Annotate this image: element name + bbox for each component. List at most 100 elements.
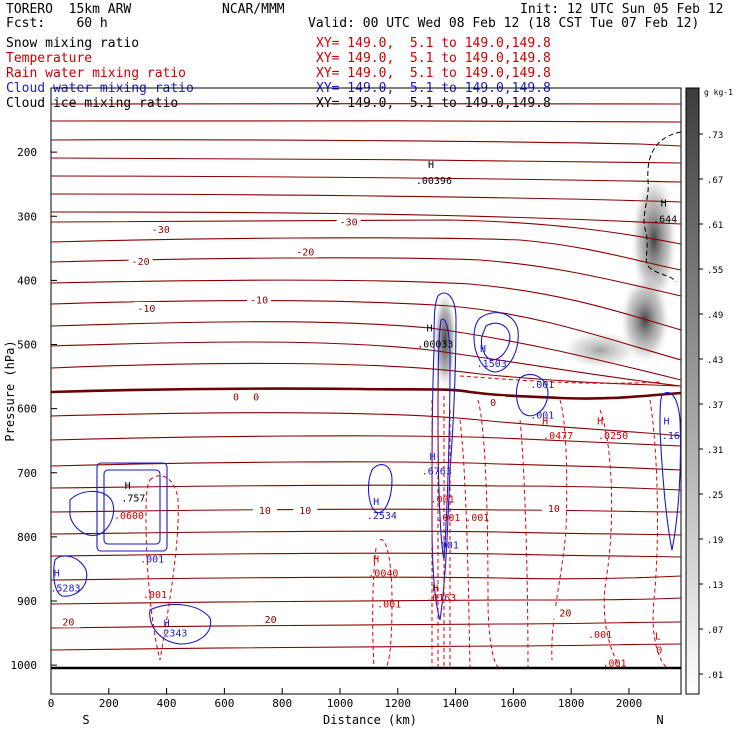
temperature-label-bg (553, 606, 578, 619)
y-tick-label: 200 (17, 146, 37, 159)
colorbar-tick-label: .13 (707, 581, 723, 591)
contour-annotation: H (597, 417, 603, 428)
temperature-label-bg (244, 390, 269, 403)
temperature-label: 0 (490, 398, 496, 409)
isotherm-line (51, 621, 681, 629)
colorbar-tick-label: .61 (707, 221, 723, 231)
init-time: Init: 12 UTC Sun 05 Feb 12 (520, 2, 724, 17)
y-tick-label: 800 (17, 531, 37, 544)
contour-annotation: .001 (140, 555, 164, 566)
y-axis-title: Pressure (hPa) (3, 340, 17, 441)
forecast-hour: Fcst: 60 h (6, 16, 108, 31)
temperature-label: 0 (253, 392, 259, 403)
temperature-label-bg (293, 245, 318, 258)
temperature-label: 10 (259, 506, 271, 517)
legend-rain-xy: XY= 149.0, 5.1 to 149.0,149.8 (316, 66, 551, 81)
legend-rain-label: Rain water mixing ratio (6, 66, 187, 81)
temperature-label: 0 (233, 392, 239, 403)
x-tick-label: 0 (48, 697, 55, 710)
temperature-label: 20 (559, 609, 571, 620)
temperature-labels: -30 -30 -20 -20 -10 -10 0 0 0 10 10 10 20 20 20 (56, 215, 578, 629)
contour-annotation: .757 (121, 494, 145, 505)
colorbar: g kg-1 .01 .07 .13 .19 .25 .31 .37 .43 .49 .55 .61… (685, 87, 733, 695)
isotherm-line (51, 257, 681, 297)
contour-annotation: .0600 (114, 511, 144, 522)
temperature-label-bg (223, 390, 248, 403)
contour-annotation: .001 (530, 380, 554, 391)
contour-annotation: .00396 (416, 176, 452, 187)
x-end-label-right: N (656, 713, 663, 727)
cloud-water-contour (103, 469, 161, 545)
rain-contour (599, 409, 621, 669)
temperature-label: 20 (265, 615, 277, 626)
x-tick-label: 1000 (327, 697, 354, 710)
isotherm-line (51, 552, 681, 558)
y-tick-label: 300 (17, 210, 37, 223)
isotherm-line (51, 120, 681, 123)
colorbar-tick-label: .25 (707, 491, 723, 501)
rain-contour (372, 547, 377, 669)
contour-annotation: .2343 (157, 628, 187, 639)
contour-annotation: .644 (653, 215, 677, 226)
cloud-water-contour (96, 462, 168, 552)
isotherm-line (51, 597, 681, 605)
isotherm-line (51, 643, 681, 651)
temperature-label-bg (148, 223, 173, 236)
x-tick-label: 1600 (500, 697, 527, 710)
cloud-water-contour (149, 603, 212, 645)
cloud-water-contour (69, 490, 115, 536)
legend-snow-xy: XY= 149.0, 5.1 to 149.0,149.8 (316, 36, 551, 51)
temperature-label: -30 (152, 225, 170, 236)
isotherm-line (51, 279, 681, 331)
rain-contour (379, 539, 393, 669)
cloud-water-contour (515, 374, 549, 417)
y-tick-label: 900 (17, 595, 37, 608)
valid-time: Valid: 00 UTC Wed 08 Feb 12 (18 CST Tue … (308, 16, 700, 31)
isotherm-line (51, 321, 681, 381)
colorbar-ticks: .01 .07 .13 .19 .25 .31 .37 .43 .49 .55 .61 .67 .73 (699, 131, 723, 681)
isotherm-line (51, 508, 681, 513)
temperature-label: 10 (299, 506, 311, 517)
contour-annotation: .0477 (543, 431, 573, 442)
isotherm-line (51, 193, 681, 203)
contour-annotation: .00033 (417, 340, 453, 351)
isotherm-line (51, 461, 681, 471)
temperature-label-bg (134, 301, 159, 314)
isotherm-line (51, 412, 681, 437)
isotherm-line (51, 575, 681, 581)
contour-annotation: .001 (530, 410, 554, 421)
contour-annotation: H (373, 497, 379, 508)
temperature-label-bg (56, 615, 81, 628)
x-tick-label: 200 (99, 697, 119, 710)
contour-annotation: .0250 (598, 431, 628, 442)
x-tick-label: 400 (157, 697, 177, 710)
y-tick-label: 600 (17, 403, 37, 416)
colorbar-tick-label: .43 (707, 356, 723, 366)
contour-annotation: H (429, 452, 435, 463)
isotherm-line (51, 139, 681, 147)
contour-annotation: .001 (602, 658, 626, 669)
contour-annotation: .0163 (426, 593, 456, 604)
isotherm-line (51, 211, 681, 225)
contour-annotation: .001 (435, 540, 459, 551)
legend-snow-label: Snow mixing ratio (6, 36, 140, 51)
temperature-label: -10 (137, 304, 155, 315)
snow-contour-dashed (643, 131, 681, 283)
x-tick-label: 800 (272, 697, 292, 710)
temperature-label-bg (293, 503, 318, 516)
temperature-label: -20 (296, 248, 314, 259)
snow-shading (433, 170, 678, 392)
contour-annotation: .2534 (367, 511, 397, 522)
contour-annotation: H (480, 344, 486, 355)
colorbar-tick-label: .07 (707, 626, 723, 636)
x-tick-label: 600 (214, 697, 234, 710)
isotherm-line (51, 530, 681, 536)
y-tick-label: 400 (17, 274, 37, 287)
contour-annotation: H (664, 417, 670, 428)
colorbar-units: g kg-1 (704, 88, 733, 97)
x-tick-label: 2000 (616, 697, 643, 710)
colorbar-tick-label: .49 (707, 311, 723, 321)
cloud-water-contour (473, 312, 519, 373)
contour-annotation: H (54, 569, 60, 580)
